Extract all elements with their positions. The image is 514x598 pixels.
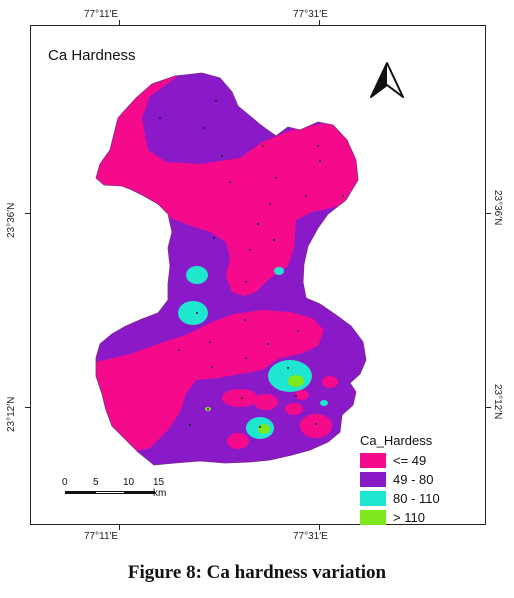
zone-le-49-pocket (295, 390, 309, 400)
legend-item: 49 - 80 (360, 470, 480, 489)
sample-point (259, 426, 261, 428)
legend-title: Ca_Hardess (360, 433, 433, 448)
lon-label-top-2: 77°31′E (293, 9, 328, 20)
sample-point (203, 127, 205, 129)
tick-mark (119, 20, 120, 25)
scale-label-5: 5 (93, 477, 99, 488)
zone-le-49-pocket (254, 394, 278, 410)
sample-point (315, 423, 317, 425)
legend-item: <= 49 (360, 451, 480, 470)
hardness-zones (96, 73, 366, 465)
legend-label: <= 49 (393, 453, 427, 468)
sample-point (295, 395, 297, 397)
sample-point (178, 349, 180, 351)
zone-le-49-pocket (322, 376, 338, 388)
sample-point (221, 155, 223, 157)
sample-point (317, 145, 319, 147)
figure-caption: Figure 8: Ca hardness variation (127, 562, 387, 583)
legend-item: 80 - 110 (360, 489, 480, 508)
sample-points (159, 100, 344, 428)
sample-point (196, 312, 198, 314)
tick-mark (119, 525, 120, 530)
zone-le-49-north (96, 73, 362, 296)
sample-point (319, 160, 321, 162)
sample-point (245, 281, 247, 283)
sample-point (262, 145, 264, 147)
legend-swatch (360, 510, 386, 525)
lon-label-bottom-2: 77°31′E (293, 531, 328, 542)
zone-gt-110 (288, 375, 304, 387)
zone-80-110 (320, 400, 328, 406)
zone-le-49-pocket (300, 414, 332, 438)
sample-point (297, 330, 299, 332)
tick-mark (486, 407, 491, 408)
north-arrow-icon (370, 62, 404, 98)
legend-label: 80 - 110 (393, 491, 440, 506)
sample-point (211, 366, 213, 368)
sample-point (189, 424, 191, 426)
sample-point (287, 367, 289, 369)
zone-80-110 (186, 266, 208, 284)
tick-mark (319, 525, 320, 530)
zone-le-49-pocket (227, 433, 249, 449)
scale-label-0: 0 (62, 477, 68, 488)
scale-label-10: 10 (123, 477, 135, 488)
sample-point (269, 203, 271, 205)
sample-point (241, 397, 243, 399)
region-boundary (95, 72, 367, 466)
zone-le-49-pocket (222, 389, 258, 407)
sample-point (213, 237, 215, 239)
legend-swatch (360, 472, 386, 487)
zone-gt-110 (258, 424, 270, 434)
zone-le-49-pocket (285, 403, 303, 415)
tick-mark (25, 213, 30, 214)
sample-point (244, 319, 246, 321)
zone-80-110 (178, 301, 208, 325)
sample-point (305, 195, 307, 197)
zone-le-49-central (96, 310, 324, 452)
legend: Ca_Hardess <= 49 49 - 80 80 - 110 > 110 (360, 433, 480, 527)
legend-swatch (360, 453, 386, 468)
sample-point (207, 408, 209, 410)
sample-point (257, 223, 259, 225)
tick-mark (486, 213, 491, 214)
sample-point (342, 195, 344, 197)
sample-point (249, 249, 251, 251)
lon-label-top-1: 77°11′E (84, 9, 119, 20)
legend-swatch (360, 491, 386, 506)
sample-point (215, 100, 217, 102)
sample-point (273, 239, 275, 241)
legend-item: > 110 (360, 508, 480, 527)
scale-segment (125, 491, 155, 494)
sample-point (245, 357, 247, 359)
zone-80-110 (268, 360, 312, 392)
legend-label: 49 - 80 (393, 472, 434, 487)
sample-point (209, 341, 211, 343)
scale-segment (65, 491, 95, 494)
legend-label: > 110 (393, 510, 425, 525)
zone-80-110 (274, 267, 284, 275)
sample-point (267, 343, 269, 345)
sample-point (159, 117, 161, 119)
tick-mark (319, 20, 320, 25)
sample-point (275, 177, 277, 179)
scale-segment (95, 491, 125, 494)
scale-label-15km: 15 km (153, 477, 167, 499)
sample-point (229, 181, 231, 183)
lon-label-bottom-1: 77°11′E (84, 531, 119, 542)
tick-mark (25, 407, 30, 408)
map-title: Ca Hardness (48, 47, 136, 64)
